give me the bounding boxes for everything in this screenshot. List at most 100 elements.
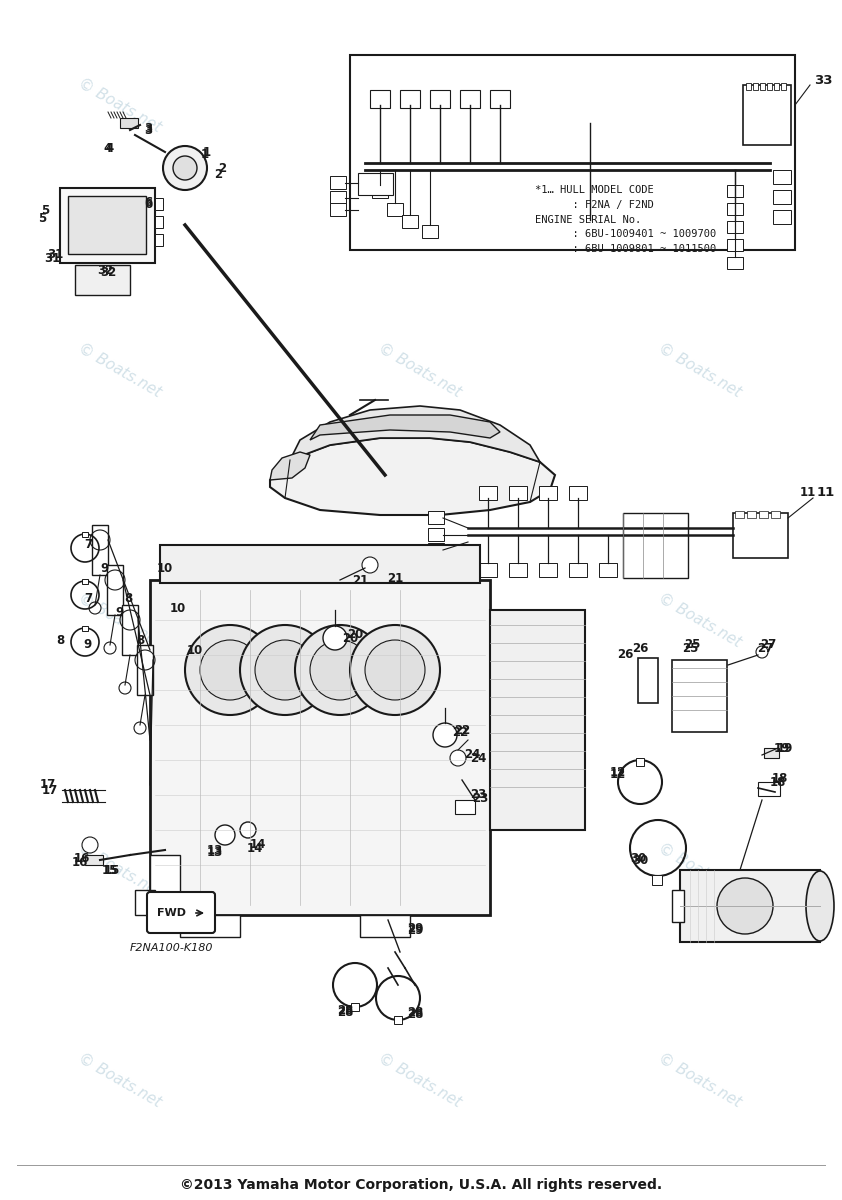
Bar [638,658,658,703]
Bar [764,748,779,758]
Text: 1: 1 [201,149,209,162]
Bar [773,210,791,224]
Bar [760,83,765,90]
Bar [672,660,727,732]
Text: 8: 8 [124,592,132,605]
Circle shape [362,557,378,572]
Bar [351,1003,359,1010]
Text: 2: 2 [218,162,226,174]
Text: 22: 22 [454,724,470,737]
Text: © Boats.net: © Boats.net [376,76,464,134]
Bar [370,90,390,108]
Text: 10: 10 [157,562,173,575]
Text: 19: 19 [774,742,790,755]
Text: © Boats.net: © Boats.net [376,840,464,900]
Text: 21: 21 [386,571,403,584]
Bar [727,257,743,269]
Text: 20: 20 [342,631,358,644]
Circle shape [450,750,466,766]
Bar [490,610,585,830]
Bar [767,83,772,90]
Circle shape [756,646,768,658]
Text: 30: 30 [632,853,648,866]
Text: 5: 5 [38,211,46,224]
Text: 19: 19 [777,742,793,755]
Bar [430,90,450,108]
Text: © Boats.net: © Boats.net [76,1050,164,1110]
Text: 17: 17 [42,784,58,797]
Text: 28: 28 [337,1003,353,1016]
Bar [150,580,490,914]
Bar [360,914,410,937]
Bar [428,542,444,556]
Text: © Boats.net: © Boats.net [76,840,164,900]
Text: © Boats.net: © Boats.net [376,1050,464,1110]
Text: 14: 14 [247,841,264,854]
Text: 20: 20 [347,629,363,642]
Text: © Boats.net: © Boats.net [376,590,464,650]
Text: 24: 24 [470,751,486,764]
Bar [422,226,438,238]
Bar [652,875,662,886]
Text: 26: 26 [632,642,648,654]
Text: ©2013 Yamaha Motor Corporation, U.S.A. All rights reserved.: ©2013 Yamaha Motor Corporation, U.S.A. A… [180,1178,662,1192]
Text: 4: 4 [106,142,115,155]
Bar [479,486,497,500]
Bar [107,565,123,614]
Bar [743,85,791,145]
Text: 25: 25 [682,642,698,654]
Text: 5: 5 [41,204,49,216]
Text: 8: 8 [56,634,64,647]
Circle shape [185,625,275,715]
Text: 7: 7 [84,592,92,605]
Text: 26: 26 [617,648,633,661]
Ellipse shape [806,871,834,941]
Bar [569,563,587,577]
Bar [727,221,743,233]
Circle shape [240,625,330,715]
Bar [753,83,758,90]
Text: 30: 30 [630,852,646,864]
Text: 2: 2 [214,168,222,181]
Text: FWD: FWD [157,908,186,918]
Bar [180,914,240,937]
Bar [358,173,393,194]
Text: 16: 16 [72,856,88,869]
Bar [350,55,795,250]
Bar [747,511,756,518]
Circle shape [215,826,235,845]
Text: 11: 11 [800,486,816,498]
Bar [330,203,346,216]
Text: 28: 28 [407,1006,424,1019]
Text: 18: 18 [772,772,788,785]
Text: 6: 6 [144,198,152,211]
Bar [402,215,418,228]
Text: 13: 13 [207,844,223,857]
Bar [727,185,743,197]
Bar [746,83,751,90]
Text: 28: 28 [407,1008,424,1020]
Text: 9: 9 [84,638,92,652]
Bar [727,239,743,251]
Bar [400,90,420,108]
Bar [120,118,138,128]
Text: 9: 9 [101,562,109,575]
Text: 13: 13 [207,846,223,858]
Text: 29: 29 [407,922,424,935]
Text: 8: 8 [136,634,144,647]
Bar [92,526,108,575]
Text: © Boats.net: © Boats.net [76,76,164,134]
Text: © Boats.net: © Boats.net [656,840,744,900]
Bar [137,646,153,695]
Text: 17: 17 [40,779,56,792]
Bar [509,486,527,500]
Circle shape [173,156,197,180]
Bar [155,198,163,210]
Text: 27: 27 [757,642,773,654]
Polygon shape [290,406,540,462]
Bar [160,545,480,583]
Text: 7: 7 [84,539,92,552]
Bar [781,83,786,90]
Bar [636,758,644,766]
Bar [330,191,346,204]
